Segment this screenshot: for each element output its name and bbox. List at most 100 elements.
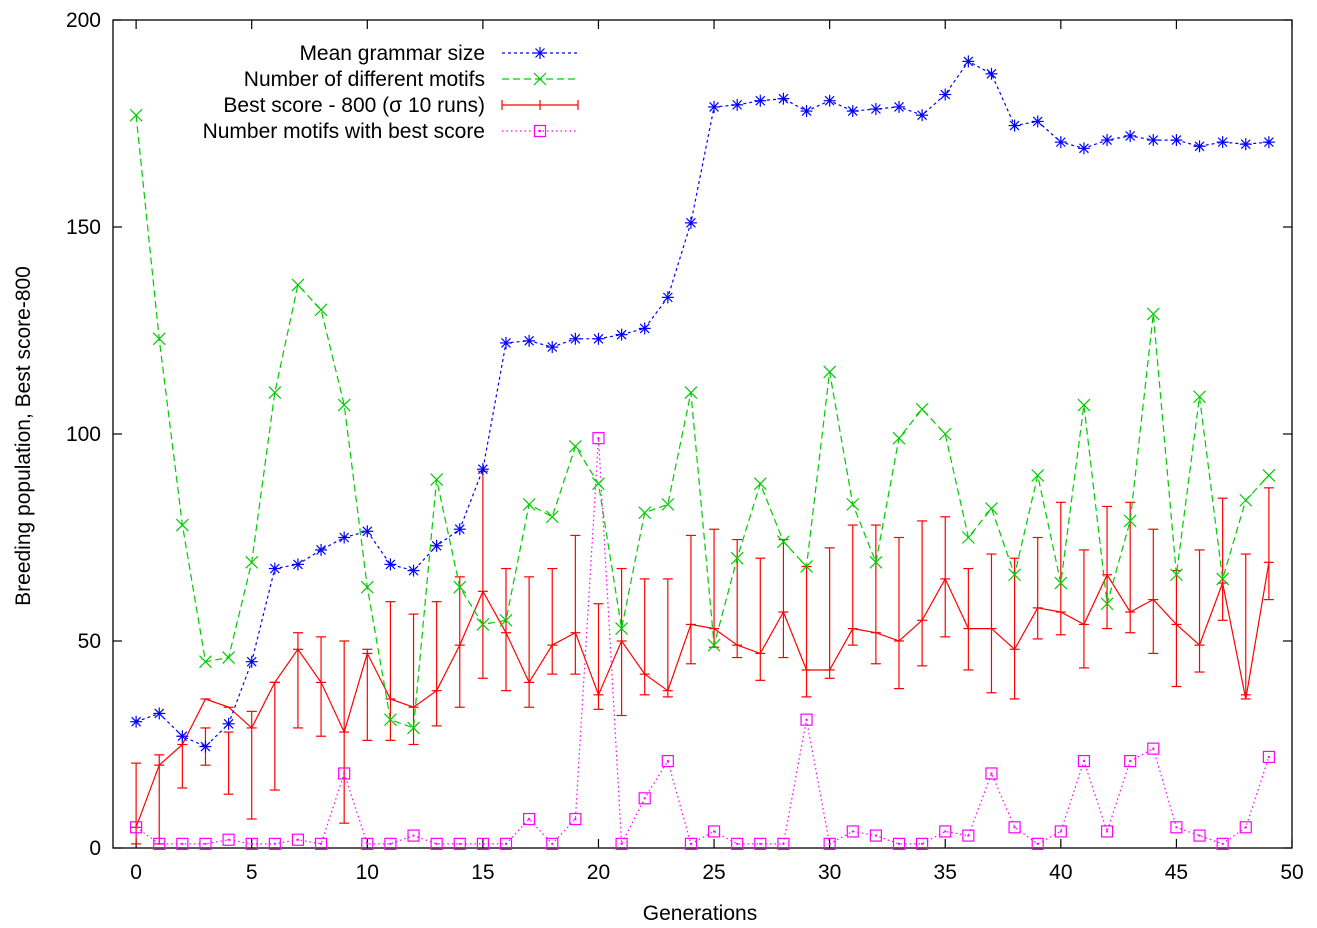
legend-label: Number motifs with best score: [203, 120, 485, 143]
error-bar: [339, 640, 350, 824]
data-point: [1124, 129, 1137, 142]
series-line: [135, 115, 1270, 729]
data-point: [407, 829, 420, 842]
series-1: [129, 108, 1276, 735]
data-point: [1077, 754, 1091, 768]
data-point: [893, 100, 905, 113]
legend-label: Mean grammar size: [299, 42, 485, 65]
data-point: [1100, 597, 1114, 611]
y-tick-label: 50: [78, 630, 101, 653]
error-bar: [1263, 487, 1274, 601]
data-point: [268, 562, 281, 575]
x-tick-label: 40: [1049, 861, 1072, 884]
data-point: [384, 558, 397, 571]
data-point: [291, 278, 305, 292]
x-tick-label: 30: [818, 861, 841, 884]
error-bar: [917, 520, 928, 667]
error-bar: [362, 648, 373, 741]
error-bar: [477, 470, 488, 679]
data-point: [1146, 307, 1160, 321]
error-bar: [709, 528, 720, 648]
data-point: [754, 94, 767, 107]
series-0: [130, 55, 1275, 753]
data-point: [615, 837, 628, 850]
data-point: [1124, 754, 1137, 768]
data-point: [569, 332, 582, 345]
data-point: [153, 707, 166, 720]
data-point: [638, 322, 651, 335]
data-point: [1239, 493, 1253, 507]
series-line: [135, 562, 1270, 828]
data-point: [430, 837, 443, 850]
data-point: [500, 336, 512, 349]
error-bar: [894, 536, 904, 690]
series-layer: [129, 55, 1276, 850]
data-point: [1216, 136, 1229, 149]
data-point: [130, 715, 143, 728]
data-point: [476, 463, 489, 476]
error-bar: [1240, 553, 1251, 700]
error-bar: [501, 567, 511, 692]
error-bar: [662, 578, 673, 698]
x-tick-label: 10: [356, 861, 379, 884]
data-point: [245, 837, 258, 850]
error-bar: [940, 516, 951, 638]
data-point: [823, 365, 837, 379]
error-bar: [824, 547, 835, 679]
data-point: [962, 829, 975, 842]
data-point: [1031, 115, 1044, 128]
data-point: [1077, 398, 1091, 412]
data-point: [1193, 829, 1206, 842]
data-point: [961, 531, 975, 544]
data-point: [523, 334, 536, 347]
error-bar: [1194, 549, 1205, 673]
data-point: [315, 543, 328, 556]
y-tick-label: 100: [66, 423, 101, 446]
data-point: [962, 55, 975, 68]
data-point: [939, 88, 952, 101]
data-point: [1031, 837, 1044, 850]
error-bar: [200, 698, 211, 766]
error-bar: [292, 632, 303, 729]
x-tick-label: 50: [1280, 861, 1303, 884]
data-point: [615, 328, 628, 341]
data-point: [869, 829, 882, 842]
error-bar: [223, 706, 234, 795]
legend-label: Best score - 800 (σ 10 runs): [223, 94, 485, 117]
data-point: [268, 837, 281, 850]
legend-label: Number of different motifs: [244, 68, 485, 91]
error-bar: [131, 762, 142, 845]
error-bar: [755, 557, 766, 681]
error-bar: [870, 524, 881, 665]
data-point: [938, 427, 952, 441]
data-point: [707, 638, 721, 652]
data-point: [776, 535, 790, 549]
data-point: [731, 837, 744, 850]
error-bar: [685, 534, 696, 665]
data-point: [777, 92, 790, 105]
data-point: [453, 837, 466, 850]
data-point: [754, 837, 767, 850]
data-point: [846, 105, 859, 118]
data-point: [176, 837, 189, 850]
data-point: [534, 47, 546, 59]
data-point: [916, 109, 929, 122]
y-tick-label: 150: [66, 216, 101, 239]
error-bar: [524, 576, 535, 708]
data-point: [1262, 136, 1275, 149]
error-bar: [1171, 570, 1182, 688]
data-point: [846, 497, 860, 511]
data-point: [661, 754, 674, 768]
y-tick-label: 200: [66, 9, 101, 32]
x-tick-label: 5: [246, 861, 258, 884]
data-point: [823, 94, 836, 107]
data-point: [916, 837, 929, 850]
data-point: [199, 655, 212, 669]
data-point: [361, 837, 374, 850]
data-point: [360, 580, 374, 594]
error-bar: [1078, 549, 1089, 669]
data-point: [222, 651, 236, 664]
data-point: [291, 558, 304, 571]
data-point: [383, 713, 397, 727]
